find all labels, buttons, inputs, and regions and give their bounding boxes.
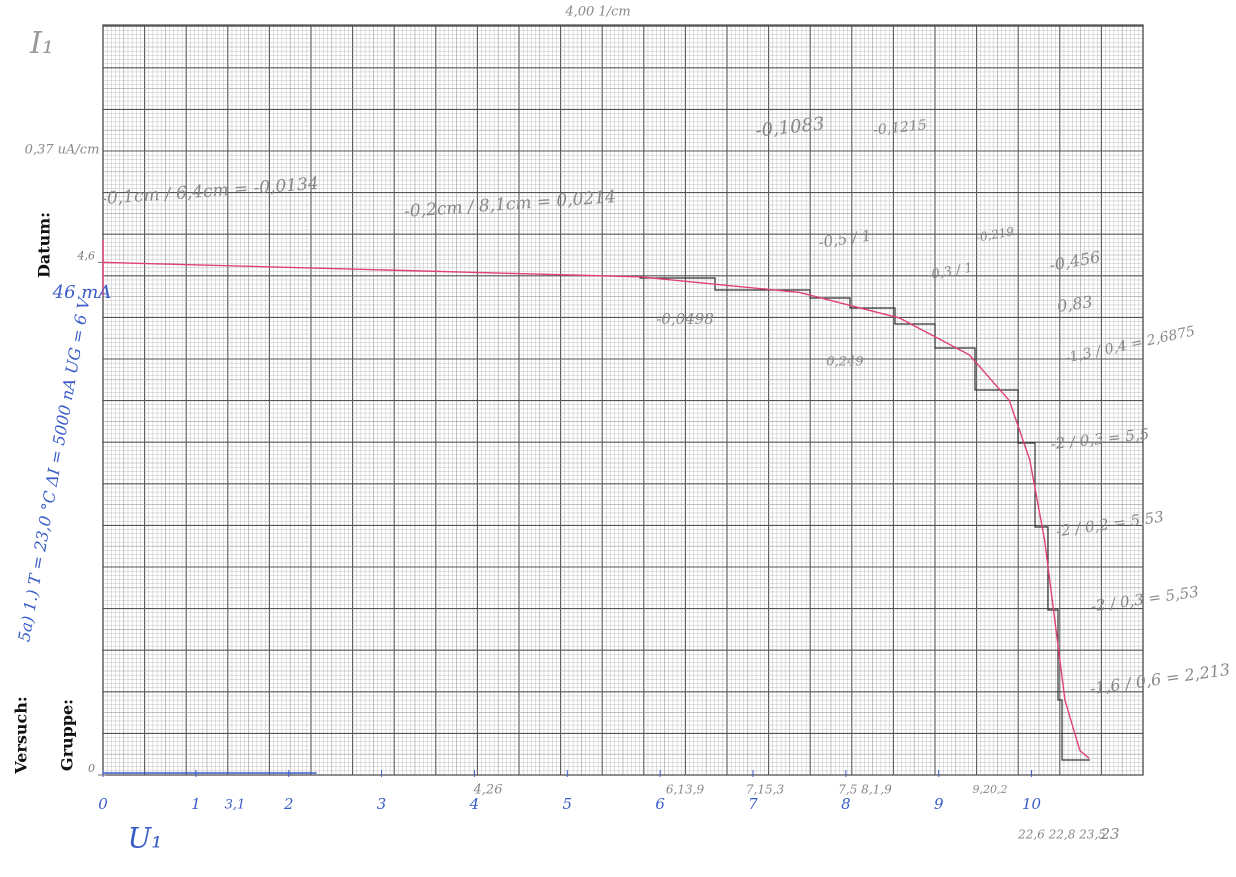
annotation: 22,6 22,8 23,5 (1017, 828, 1106, 842)
margin-label: Versuch: (12, 696, 31, 774)
annotation: 9,20,2 (973, 783, 1008, 796)
x-tick-label: 4 (469, 795, 480, 813)
annotation: 4,26 (473, 783, 503, 798)
x-tick-label: 6 (655, 795, 665, 813)
annotation: 7,15,3 (746, 783, 785, 797)
x-tick-label: 5 (563, 795, 573, 813)
tangent-steps (639, 276, 1090, 761)
y-tick-label: 0 (88, 762, 95, 775)
y-label: I₁ (29, 26, 54, 61)
annotation: 0,37 uA/cm (25, 143, 100, 158)
x-label: U₁ (128, 822, 163, 855)
top-note: 4,00 1/cm (564, 5, 630, 20)
annotation: 46 mA (52, 282, 112, 303)
annotation: 3,1 (225, 798, 246, 813)
y-tick-label: 4,6 (77, 249, 96, 262)
x-tick-label: 1 (191, 795, 201, 813)
x-tick-label: 0 (98, 795, 108, 813)
graph-paper (102, 24, 1144, 776)
x-tick-label: 8 (841, 795, 851, 813)
x-tick-label: 10 (1022, 795, 1042, 813)
x-tick-label: 3 (377, 795, 387, 813)
annotation: 0,83 (1056, 292, 1094, 316)
annotation: -0,1215 (872, 117, 927, 139)
x-tick-label: 9 (934, 795, 944, 813)
paper-border (102, 24, 1144, 776)
annotation: -0,0498 (656, 310, 714, 328)
x-tick-label: 7 (748, 795, 758, 813)
annotation: 0,249 (826, 355, 863, 370)
annotation: 6,13,9 (666, 783, 705, 797)
margin-label: Datum: (35, 212, 54, 278)
annotation: 23 (1099, 825, 1119, 843)
annotation: -0,219 (975, 224, 1016, 245)
x-tick-label: 2 (283, 795, 294, 813)
annotation: 7,5 8,1,9 (838, 783, 892, 797)
curve (102, 261, 1090, 759)
margin-label: Gruppe: (58, 699, 77, 771)
